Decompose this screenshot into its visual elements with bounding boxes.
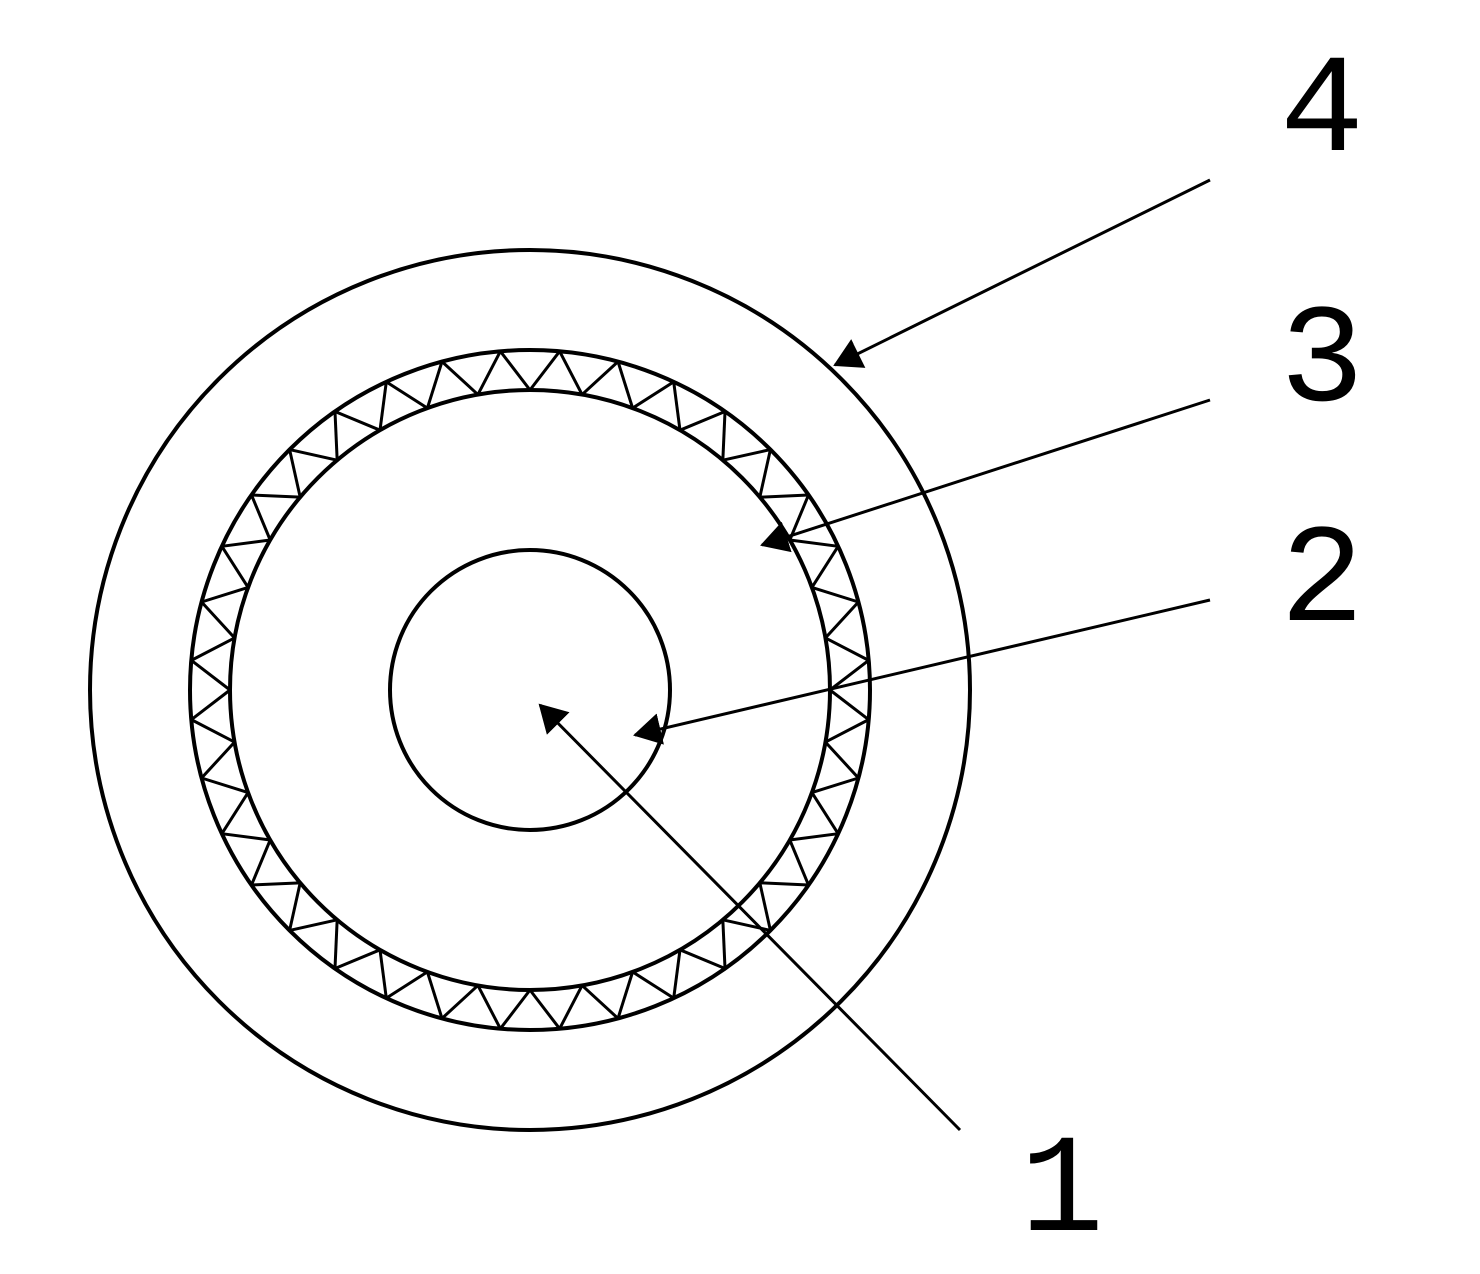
cross-section-diagram: 4 3 2 1: [0, 0, 1480, 1274]
hatched-ring: [191, 351, 868, 1028]
label-1: 1: [1020, 1114, 1104, 1273]
label-4: 4: [1280, 34, 1364, 193]
label-3: 3: [1280, 284, 1364, 443]
label-2: 2: [1280, 504, 1364, 663]
circle-ring3_outer: [190, 350, 870, 1030]
circle-outer: [90, 250, 970, 1130]
circle-ring3_inner: [230, 390, 830, 990]
leader-line-1: [835, 180, 1210, 365]
circle-inner_core: [390, 550, 670, 830]
leader-line-2: [762, 400, 1210, 545]
leader-line-3: [635, 600, 1210, 735]
leader-line-4: [540, 705, 960, 1130]
